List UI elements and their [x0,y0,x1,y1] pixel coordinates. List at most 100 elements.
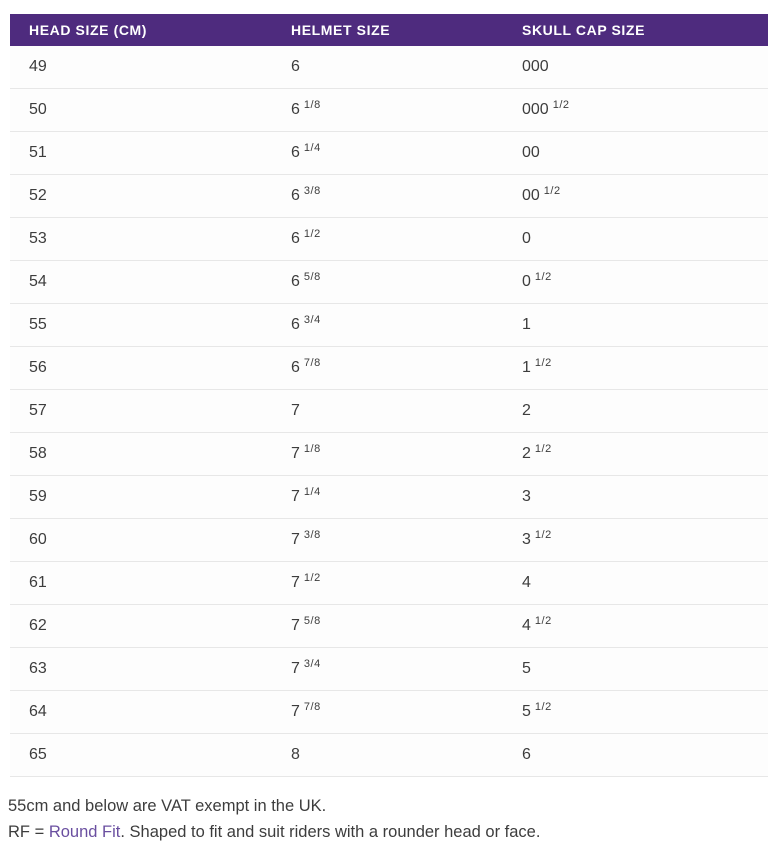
cell-head-size: 50 [10,88,272,132]
cell-head-size: 52 [10,174,272,218]
cell-head-size: 59 [10,475,272,519]
fraction: 5/8 [303,614,321,627]
table-row: 65 8 6 [10,733,768,777]
vat-note: 55cm and below are VAT exempt in the UK. [8,797,327,815]
cell-skull-cap-size: 3 1/2 [503,518,768,562]
col-header-skull-cap-size: SKULL CAP SIZE [503,14,768,46]
table-body: 49 6 000 50 6 1/8 000 1/2 51 6 1/4 00 52 6 3/8 00 1/2 53 6… [10,46,768,777]
rf-suffix: . Shaped to fit and suit riders with a r… [120,823,541,841]
cell-helmet-size: 8 [272,733,503,777]
cell-head-size: 65 [10,733,272,777]
cell-skull-cap-size: 00 [503,131,768,175]
cell-skull-cap-size: 4 [503,561,768,605]
fraction: 1/4 [303,141,321,154]
fraction: 7/8 [303,700,321,713]
table-row: 57 7 2 [10,389,768,433]
cell-helmet-size: 7 7/8 [272,690,503,734]
table-header-row: HEAD SIZE (CM) HELMET SIZE SKULL CAP SIZ… [10,14,768,46]
cell-head-size: 51 [10,131,272,175]
table-row: 54 6 5/8 0 1/2 [10,260,768,304]
fraction: 1/4 [303,485,321,498]
size-chart-table: HEAD SIZE (CM) HELMET SIZE SKULL CAP SIZ… [10,14,768,777]
table-row: 64 7 7/8 5 1/2 [10,690,768,734]
table-row: 53 6 1/2 0 [10,217,768,261]
fraction: 7/8 [303,356,321,369]
cell-skull-cap-size: 000 1/2 [503,88,768,132]
table-row: 52 6 3/8 00 1/2 [10,174,768,218]
cell-head-size: 58 [10,432,272,476]
fraction: 3/4 [303,657,321,670]
fraction: 5/8 [303,270,321,283]
table-row: 59 7 1/4 3 [10,475,768,519]
fraction: 1/2 [552,98,570,111]
cell-helmet-size: 6 7/8 [272,346,503,390]
cell-head-size: 63 [10,647,272,691]
cell-skull-cap-size: 5 1/2 [503,690,768,734]
cell-helmet-size: 7 5/8 [272,604,503,648]
cell-skull-cap-size: 4 1/2 [503,604,768,648]
cell-head-size: 61 [10,561,272,605]
cell-skull-cap-size: 00 1/2 [503,174,768,218]
cell-skull-cap-size: 2 1/2 [503,432,768,476]
table-row: 60 7 3/8 3 1/2 [10,518,768,562]
fraction: 3/4 [303,313,321,326]
table-row: 55 6 3/4 1 [10,303,768,347]
col-header-head-size: HEAD SIZE (CM) [10,14,272,46]
cell-helmet-size: 6 1/2 [272,217,503,261]
table-row: 58 7 1/8 2 1/2 [10,432,768,476]
cell-head-size: 49 [10,46,272,89]
table-row: 63 7 3/4 5 [10,647,768,691]
cell-skull-cap-size: 2 [503,389,768,433]
cell-helmet-size: 7 1/2 [272,561,503,605]
cell-skull-cap-size: 0 [503,217,768,261]
col-header-helmet-size: HELMET SIZE [272,14,503,46]
cell-helmet-size: 7 3/8 [272,518,503,562]
cell-skull-cap-size: 1 1/2 [503,346,768,390]
cell-helmet-size: 7 3/4 [272,647,503,691]
fraction: 1/2 [543,184,561,197]
cell-helmet-size: 6 3/8 [272,174,503,218]
cell-helmet-size: 6 5/8 [272,260,503,304]
cell-helmet-size: 6 3/4 [272,303,503,347]
cell-skull-cap-size: 3 [503,475,768,519]
cell-head-size: 60 [10,518,272,562]
table-row: 62 7 5/8 4 1/2 [10,604,768,648]
cell-skull-cap-size: 6 [503,733,768,777]
fraction: 1/2 [534,356,552,369]
fraction: 1/8 [303,442,321,455]
cell-helmet-size: 7 [272,389,503,433]
cell-helmet-size: 7 1/8 [272,432,503,476]
fraction: 1/8 [303,98,321,111]
footnotes: 55cm and below are VAT exempt in the UK.… [8,793,768,845]
cell-skull-cap-size: 000 [503,46,768,89]
cell-skull-cap-size: 5 [503,647,768,691]
cell-skull-cap-size: 1 [503,303,768,347]
fraction: 1/2 [303,571,321,584]
table-row: 56 6 7/8 1 1/2 [10,346,768,390]
fraction: 1/2 [534,528,552,541]
fraction: 1/2 [534,270,552,283]
table-row: 49 6 000 [10,46,768,89]
fraction: 1/2 [303,227,321,240]
fraction: 3/8 [303,528,321,541]
round-fit-note: RF = Round Fit. Shaped to fit and suit r… [8,819,768,845]
cell-helmet-size: 7 1/4 [272,475,503,519]
cell-head-size: 53 [10,217,272,261]
fraction: 1/2 [534,700,552,713]
cell-skull-cap-size: 0 1/2 [503,260,768,304]
fraction: 1/2 [534,614,552,627]
cell-head-size: 55 [10,303,272,347]
cell-head-size: 64 [10,690,272,734]
table-row: 50 6 1/8 000 1/2 [10,88,768,132]
table-row: 51 6 1/4 00 [10,131,768,175]
cell-helmet-size: 6 1/8 [272,88,503,132]
fraction: 1/2 [534,442,552,455]
cell-head-size: 57 [10,389,272,433]
cell-helmet-size: 6 [272,46,503,89]
fraction: 3/8 [303,184,321,197]
round-fit-link[interactable]: Round Fit [48,823,121,841]
cell-head-size: 54 [10,260,272,304]
cell-head-size: 62 [10,604,272,648]
cell-helmet-size: 6 1/4 [272,131,503,175]
